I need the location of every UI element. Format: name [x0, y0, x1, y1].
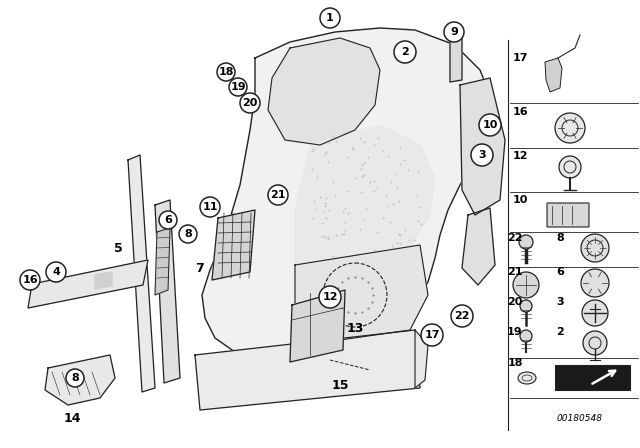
Circle shape	[179, 225, 197, 243]
Circle shape	[268, 185, 288, 205]
Circle shape	[479, 114, 501, 136]
Circle shape	[240, 93, 260, 113]
Polygon shape	[545, 58, 562, 92]
Polygon shape	[290, 290, 345, 362]
Text: 22: 22	[508, 233, 523, 243]
Circle shape	[559, 156, 581, 178]
Text: 21: 21	[508, 267, 523, 277]
Text: 14: 14	[63, 412, 81, 425]
Text: 10: 10	[483, 120, 498, 130]
Text: 17: 17	[512, 53, 528, 63]
Text: 11: 11	[202, 202, 218, 212]
Text: 1: 1	[326, 13, 334, 23]
Polygon shape	[95, 272, 112, 289]
Text: 2: 2	[401, 47, 409, 57]
Text: 3: 3	[556, 297, 564, 307]
Polygon shape	[295, 125, 435, 285]
Polygon shape	[155, 228, 170, 295]
Circle shape	[46, 262, 66, 282]
Circle shape	[421, 324, 443, 346]
Ellipse shape	[518, 372, 536, 384]
Polygon shape	[45, 355, 115, 405]
Text: 6: 6	[164, 215, 172, 225]
Circle shape	[451, 305, 473, 327]
Circle shape	[159, 211, 177, 229]
Circle shape	[581, 234, 609, 262]
Text: 8: 8	[184, 229, 192, 239]
Circle shape	[555, 113, 585, 143]
Text: 19: 19	[507, 327, 523, 337]
Circle shape	[471, 144, 493, 166]
Polygon shape	[195, 330, 420, 410]
Text: 8: 8	[71, 373, 79, 383]
Text: 12: 12	[512, 151, 528, 161]
Text: 00180548: 00180548	[557, 414, 603, 422]
Text: 15: 15	[332, 379, 349, 392]
Text: 6: 6	[556, 267, 564, 277]
Circle shape	[581, 269, 609, 297]
Text: 4: 4	[52, 267, 60, 277]
Text: 12: 12	[323, 292, 338, 302]
Polygon shape	[155, 200, 180, 383]
Circle shape	[200, 197, 220, 217]
Circle shape	[229, 78, 247, 96]
Polygon shape	[202, 28, 490, 358]
Text: 18: 18	[218, 67, 234, 77]
Text: 21: 21	[270, 190, 285, 200]
Text: 9: 9	[450, 27, 458, 37]
Text: 5: 5	[114, 241, 122, 254]
Polygon shape	[295, 245, 428, 340]
Text: 13: 13	[346, 322, 364, 335]
Polygon shape	[128, 155, 155, 392]
Circle shape	[582, 300, 608, 326]
FancyBboxPatch shape	[547, 203, 589, 227]
Text: 20: 20	[243, 98, 258, 108]
Polygon shape	[212, 210, 255, 280]
Text: 2: 2	[556, 327, 564, 337]
Text: 8: 8	[556, 233, 564, 243]
Polygon shape	[462, 208, 495, 285]
Polygon shape	[28, 260, 148, 308]
Text: 16: 16	[512, 107, 528, 117]
Circle shape	[320, 8, 340, 28]
Text: 19: 19	[230, 82, 246, 92]
Text: 7: 7	[196, 262, 204, 275]
Circle shape	[444, 22, 464, 42]
Circle shape	[513, 272, 539, 298]
Text: 20: 20	[508, 297, 523, 307]
Text: 22: 22	[454, 311, 470, 321]
Circle shape	[319, 286, 341, 308]
Text: 3: 3	[478, 150, 486, 160]
Text: 10: 10	[512, 195, 528, 205]
Circle shape	[394, 41, 416, 63]
Circle shape	[583, 331, 607, 355]
Polygon shape	[460, 78, 505, 215]
Polygon shape	[555, 365, 630, 390]
Circle shape	[217, 63, 235, 81]
Circle shape	[520, 300, 532, 312]
Polygon shape	[450, 36, 462, 82]
Circle shape	[20, 270, 40, 290]
Polygon shape	[415, 330, 428, 388]
Circle shape	[66, 369, 84, 387]
Text: 17: 17	[424, 330, 440, 340]
Circle shape	[520, 330, 532, 342]
Polygon shape	[268, 38, 380, 145]
Circle shape	[519, 235, 533, 249]
Text: 16: 16	[22, 275, 38, 285]
Text: 18: 18	[508, 358, 523, 368]
